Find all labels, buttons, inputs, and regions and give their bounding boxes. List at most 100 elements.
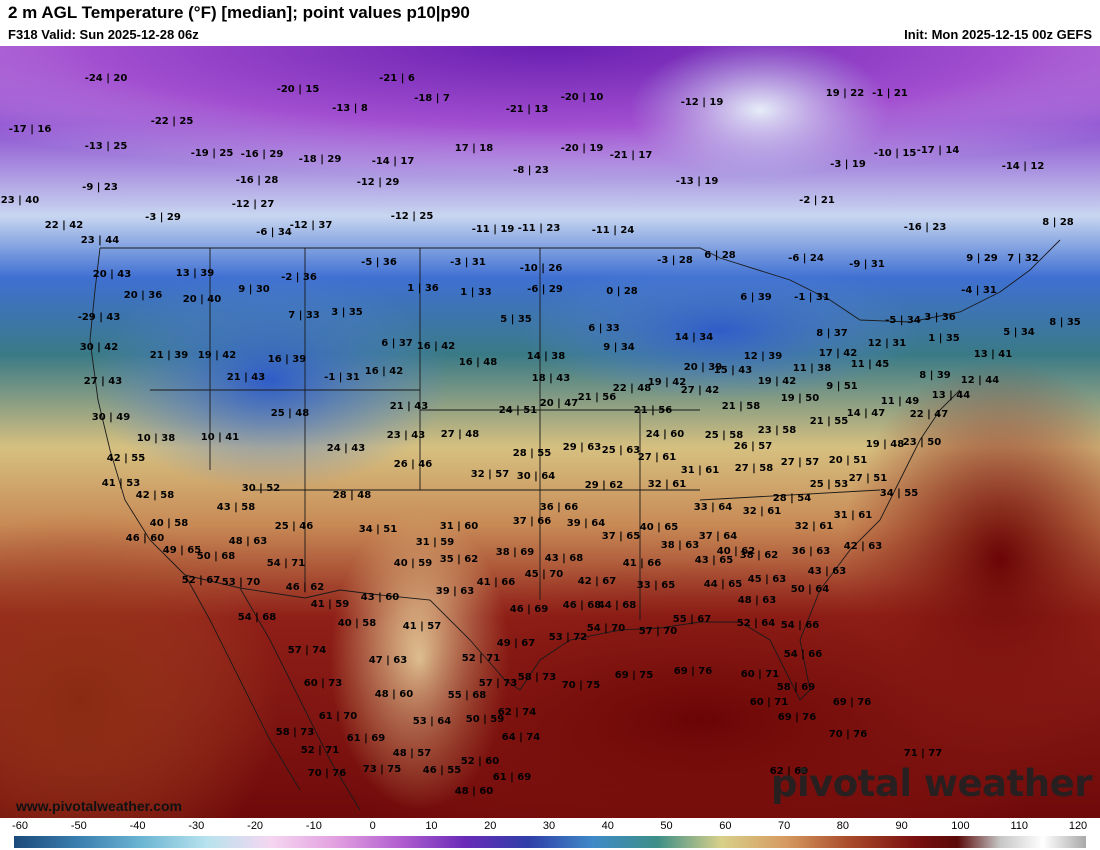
point-value: 33 | 64 [694,502,732,513]
point-value: -12 | 27 [232,199,275,210]
gulf-coast [519,621,811,701]
point-value: -21 | 17 [610,150,653,161]
point-value: 8 | 35 [1049,317,1081,328]
point-value: 21 | 58 [722,401,760,412]
colorbar-tick: 0 [369,820,376,832]
point-value: 19 | 22 [826,88,864,99]
point-value: 54 | 70 [587,623,625,634]
point-value: 69 | 76 [833,697,871,708]
point-value: 62 | 74 [498,707,536,718]
colorbar-tick: -30 [188,820,205,832]
point-value: 31 | 59 [416,537,454,548]
pacific-warm-zone [0,510,280,818]
point-value: 9 | 29 [966,253,998,264]
point-value: 20 | 40 [183,294,221,305]
point-value: 32 | 61 [795,521,833,532]
point-value: 25 | 48 [271,408,309,419]
point-value: -5 | 34 [885,315,921,326]
point-value: 25 | 58 [705,430,743,441]
point-value: 7 | 33 [288,310,320,321]
point-value: 64 | 74 [502,732,540,743]
point-value: 26 | 57 [734,441,772,452]
colorbar-tick: 20 [484,820,497,832]
point-value: 19 | 48 [866,439,904,450]
point-value: 31 | 61 [681,465,719,476]
point-value: 23 | 50 [903,437,941,448]
point-value: -2 | 21 [799,195,835,206]
point-value: 7 | 32 [1007,253,1039,264]
point-value: 1 | 36 [407,283,439,294]
point-value: -12 | 19 [681,97,724,108]
point-value: -16 | 28 [236,175,279,186]
us-canada-border [100,239,1061,323]
map-title: 2 m AGL Temperature (°F) [median]; point… [8,3,470,22]
point-value: -10 | 26 [520,263,563,274]
point-value: -16 | 29 [241,149,284,160]
point-value: 43 | 60 [361,592,399,603]
point-value: 43 | 65 [695,555,733,566]
point-value: 11 | 45 [851,359,889,370]
rockies-cold-zone [90,270,450,490]
point-value: 1 | 35 [928,333,960,344]
point-value: -18 | 29 [299,154,342,165]
point-value: 60 | 73 [304,678,342,689]
point-value: 61 | 69 [493,772,531,783]
point-value: 31 | 61 [834,510,872,521]
point-values-layer: -24 | 20 -17 | 16 -13 | 25 -9 | 23 23 | 40 22… [1,73,1081,797]
point-value: -17 | 16 [9,124,52,135]
colorbar: -60 -50 -40 -30 -20 -10 0 10 20 30 40 50 60 70 80 90 100… [0,818,1100,850]
point-value: -14 | 12 [1002,161,1045,172]
point-value: 48 | 63 [738,595,776,606]
point-value: 10 | 38 [137,433,175,444]
point-value: 32 | 57 [471,469,509,480]
point-value: 45 | 63 [748,574,786,585]
point-value: 16 | 48 [459,357,497,368]
point-value: 52 | 71 [301,745,339,756]
point-value: 40 | 58 [150,518,188,529]
point-value: -3 | 19 [830,159,866,170]
point-value: 19 | 42 [198,350,236,361]
website-url[interactable]: www.pivotalweather.com [16,798,182,814]
point-value: 27 | 61 [638,452,676,463]
point-value: 17 | 18 [455,143,493,154]
point-value: 11 | 49 [881,396,919,407]
point-value: 43 | 58 [217,502,255,513]
point-value: 22 | 47 [910,409,948,420]
point-value: 9 | 34 [603,342,635,353]
point-value: 16 | 42 [417,341,455,352]
point-value: 37 | 65 [602,531,640,542]
colorbar-tick: -20 [247,820,264,832]
point-value: 13 | 39 [176,268,214,279]
point-value: 23 | 44 [81,235,119,246]
point-value: 6 | 33 [588,323,620,334]
point-value: 38 | 63 [661,540,699,551]
point-value: 69 | 76 [674,666,712,677]
point-value: -21 | 6 [379,73,415,84]
point-value: 49 | 65 [163,545,201,556]
temperature-map[interactable]: -24 | 20 -17 | 16 -13 | 25 -9 | 23 23 | 40 22… [0,46,1100,818]
point-value: 0 | 28 [606,286,638,297]
colorbar-tick: 60 [719,820,732,832]
point-value: 23 | 43 [387,430,425,441]
point-value: -3 | 31 [450,257,486,268]
point-value: -12 | 37 [290,220,333,231]
point-value: -8 | 23 [513,165,549,176]
point-value: 13 | 44 [932,390,970,401]
point-value: 37 | 64 [699,531,737,542]
point-value: 39 | 63 [436,586,474,597]
point-value: 62 | 69 [770,766,808,777]
point-value: 46 | 60 [126,533,164,544]
point-value: 57 | 70 [639,626,677,637]
colorbar-tick: 30 [542,820,556,832]
point-value: 8 | 37 [816,328,848,339]
us-mexico-border [184,574,521,691]
colorbar-tick: -60 [12,820,28,832]
point-value: 71 | 77 [904,748,942,759]
point-value: 36 | 66 [540,502,578,513]
us-west-coast [89,247,186,576]
point-value: 50 | 64 [791,584,829,595]
point-value: 9 | 51 [826,381,858,392]
great-lakes-cold-zone [520,260,920,400]
point-value: -3 | 29 [145,212,181,223]
point-value: 42 | 63 [844,541,882,552]
